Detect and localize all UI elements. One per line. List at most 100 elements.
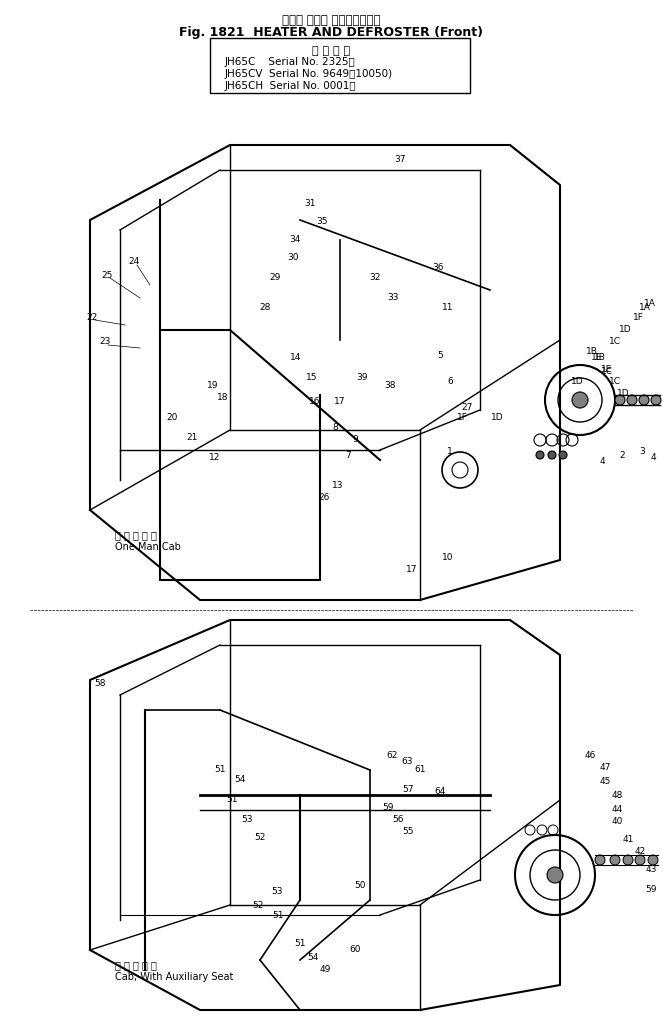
Text: 4: 4 xyxy=(650,452,656,461)
Text: 60: 60 xyxy=(349,945,361,954)
Text: 58: 58 xyxy=(94,678,106,687)
Text: 11: 11 xyxy=(442,303,453,311)
Text: 21: 21 xyxy=(186,434,198,443)
Text: 49: 49 xyxy=(320,966,331,975)
Circle shape xyxy=(536,451,544,459)
Circle shape xyxy=(547,868,563,883)
Text: 1B: 1B xyxy=(594,354,606,362)
Text: 53: 53 xyxy=(271,888,282,896)
Circle shape xyxy=(635,855,645,865)
Text: 15: 15 xyxy=(306,373,318,383)
Text: Fig. 1821  HEATER AND DEFROSTER (Front): Fig. 1821 HEATER AND DEFROSTER (Front) xyxy=(179,26,483,39)
Text: 29: 29 xyxy=(269,273,280,282)
Text: 44: 44 xyxy=(611,805,623,814)
Text: 37: 37 xyxy=(394,155,406,165)
Text: 2: 2 xyxy=(619,450,625,459)
Text: 64: 64 xyxy=(434,788,446,797)
Circle shape xyxy=(639,395,649,405)
Text: 52: 52 xyxy=(255,834,266,843)
Text: JH65CH  Serial No. 0001～: JH65CH Serial No. 0001～ xyxy=(225,81,357,91)
Text: 3: 3 xyxy=(639,447,645,456)
Text: 27: 27 xyxy=(461,402,473,411)
Circle shape xyxy=(595,855,605,865)
Bar xyxy=(210,38,470,93)
Text: 二 人 乗 り 用: 二 人 乗 り 用 xyxy=(115,960,157,970)
Text: 30: 30 xyxy=(287,253,299,262)
Text: 22: 22 xyxy=(86,312,97,321)
Text: 1D: 1D xyxy=(491,412,503,421)
Text: 31: 31 xyxy=(304,198,316,208)
Text: 1C: 1C xyxy=(609,338,621,347)
Text: 16: 16 xyxy=(309,398,321,406)
Text: 59: 59 xyxy=(645,886,657,894)
Text: 4: 4 xyxy=(599,457,605,466)
Text: 45: 45 xyxy=(599,777,611,787)
Text: 17: 17 xyxy=(334,398,345,406)
Text: 6: 6 xyxy=(447,377,453,387)
Text: 35: 35 xyxy=(316,218,328,226)
Text: 55: 55 xyxy=(402,828,414,837)
Text: 1: 1 xyxy=(447,447,453,456)
Text: 57: 57 xyxy=(402,786,414,795)
Circle shape xyxy=(610,855,620,865)
Text: 1A: 1A xyxy=(644,299,656,308)
Text: 1E: 1E xyxy=(591,353,603,361)
Text: 54: 54 xyxy=(234,775,246,785)
Circle shape xyxy=(648,855,658,865)
Text: 7: 7 xyxy=(345,450,351,459)
Text: 36: 36 xyxy=(432,263,444,271)
Text: 9: 9 xyxy=(352,436,358,445)
Text: 51: 51 xyxy=(272,910,284,920)
Circle shape xyxy=(627,395,637,405)
Text: 19: 19 xyxy=(208,381,219,390)
Text: 1C: 1C xyxy=(601,367,613,376)
Text: 1D: 1D xyxy=(571,377,583,387)
Circle shape xyxy=(548,451,556,459)
Text: 56: 56 xyxy=(392,815,404,825)
Text: 32: 32 xyxy=(369,273,381,282)
Text: JH65C    Serial No. 2325～: JH65C Serial No. 2325～ xyxy=(225,57,356,66)
Text: 54: 54 xyxy=(308,953,319,963)
Text: 40: 40 xyxy=(611,817,623,827)
Text: 13: 13 xyxy=(332,481,343,489)
Text: 5: 5 xyxy=(437,351,443,359)
Text: 52: 52 xyxy=(253,900,264,909)
Text: 62: 62 xyxy=(387,751,398,759)
Text: 8: 8 xyxy=(332,422,338,432)
Text: 38: 38 xyxy=(385,381,396,390)
Text: One Man Cab: One Man Cab xyxy=(115,542,181,552)
Text: 1D: 1D xyxy=(617,389,629,398)
Text: ヒータ および デフロスタ（前: ヒータ および デフロスタ（前 xyxy=(282,14,381,27)
Text: 18: 18 xyxy=(217,394,229,402)
Text: 20: 20 xyxy=(166,413,178,422)
Text: 34: 34 xyxy=(289,235,301,244)
Text: 1D: 1D xyxy=(619,325,631,335)
Text: 39: 39 xyxy=(356,373,368,383)
Text: 47: 47 xyxy=(599,763,611,772)
Text: 14: 14 xyxy=(290,353,302,361)
Text: 50: 50 xyxy=(354,881,366,890)
Text: 10: 10 xyxy=(442,552,453,562)
Text: 25: 25 xyxy=(101,270,113,279)
Text: 33: 33 xyxy=(387,293,398,302)
Circle shape xyxy=(572,392,588,408)
Text: 1B: 1B xyxy=(586,348,598,356)
Text: 1F: 1F xyxy=(633,313,643,322)
Text: 1E: 1E xyxy=(601,365,613,374)
Text: 適 用 号 機: 適 用 号 機 xyxy=(312,46,350,56)
Text: 48: 48 xyxy=(611,792,623,801)
Text: 42: 42 xyxy=(634,847,646,856)
Text: 51: 51 xyxy=(214,765,225,774)
Text: 1A: 1A xyxy=(639,303,651,311)
Text: 1C: 1C xyxy=(609,377,621,387)
Text: 17: 17 xyxy=(406,566,418,575)
Text: 46: 46 xyxy=(584,751,595,759)
Text: 51: 51 xyxy=(294,938,306,947)
Circle shape xyxy=(559,451,567,459)
Text: 24: 24 xyxy=(129,258,140,267)
Text: 23: 23 xyxy=(99,338,111,347)
Circle shape xyxy=(623,855,633,865)
Text: 28: 28 xyxy=(259,303,271,311)
Text: 26: 26 xyxy=(318,493,330,502)
Text: 51: 51 xyxy=(226,796,238,804)
